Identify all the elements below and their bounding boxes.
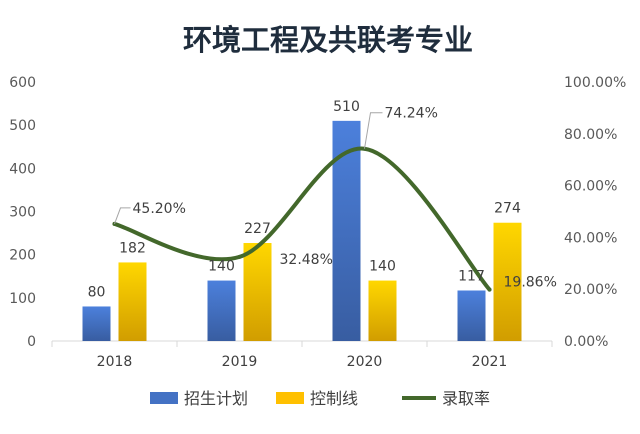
legend: 招生计划 控制线 录取率 [150, 389, 490, 408]
legend-swatch [150, 392, 178, 404]
y-right-tick-label: 60.00% [564, 179, 617, 195]
y-left-tick-label: 600 [9, 75, 36, 91]
line-point [487, 287, 492, 292]
bar [207, 280, 236, 341]
bar-data-label: 80 [88, 284, 106, 300]
bar [457, 290, 486, 341]
y-left-tick-label: 300 [9, 205, 36, 221]
y-left-tick-label: 100 [9, 291, 36, 307]
bar [118, 262, 147, 341]
bar [243, 243, 272, 341]
x-tick-label: 2019 [222, 354, 258, 370]
line-data-label: 45.20% [133, 201, 186, 217]
bar [368, 280, 397, 341]
line-data-label: 74.24% [385, 106, 438, 122]
x-tick-label: 2021 [472, 354, 508, 370]
bar-data-label: 182 [119, 240, 146, 256]
y-right-tick-label: 20.00% [564, 282, 617, 298]
x-tick-label: 2020 [347, 354, 383, 370]
y-right-tick-label: 40.00% [564, 230, 617, 246]
legend-swatch [276, 392, 304, 404]
bars [82, 120, 522, 341]
bar-data-label: 227 [244, 221, 271, 237]
bar-data-label: 510 [333, 99, 360, 115]
x-tick-label: 2018 [97, 354, 133, 370]
y-left-tick-label: 0 [27, 334, 36, 350]
y-left-tick-label: 400 [9, 161, 36, 177]
bar-data-label: 140 [208, 259, 235, 275]
bar-data-label: 140 [369, 259, 396, 275]
legend-label: 录取率 [442, 389, 490, 408]
y-right-tick-label: 100.00% [564, 75, 626, 91]
bar [82, 306, 111, 341]
y-left-tick-label: 200 [9, 248, 36, 264]
bar-data-label: 274 [494, 201, 521, 217]
line-data-label: 32.48% [280, 252, 333, 268]
y-left-tick-label: 500 [9, 118, 36, 134]
axes: 0 100 200 300 400 500 600 0.00% 20.00% 40.00% 60.0… [9, 75, 626, 370]
y-right-tick-label: 80.00% [564, 127, 617, 143]
line-label-leader [364, 112, 383, 149]
line-layer [112, 146, 492, 292]
line-label-leader [114, 207, 131, 225]
data-labels: 80 140 510 117 182 227 140 274 45.20% 32.48% 74.24… [88, 99, 557, 301]
legend-label: 招生计划 [184, 389, 248, 408]
y-right-tick-label: 0.00% [564, 334, 608, 350]
legend-label: 控制线 [310, 389, 358, 408]
line-data-label: 19.86% [504, 275, 557, 291]
line-series [112, 146, 492, 292]
bar-data-label: 117 [458, 268, 485, 284]
line-point [237, 254, 242, 259]
bar [493, 222, 522, 341]
chart-title: 环境工程及共联考专业 [183, 23, 473, 57]
